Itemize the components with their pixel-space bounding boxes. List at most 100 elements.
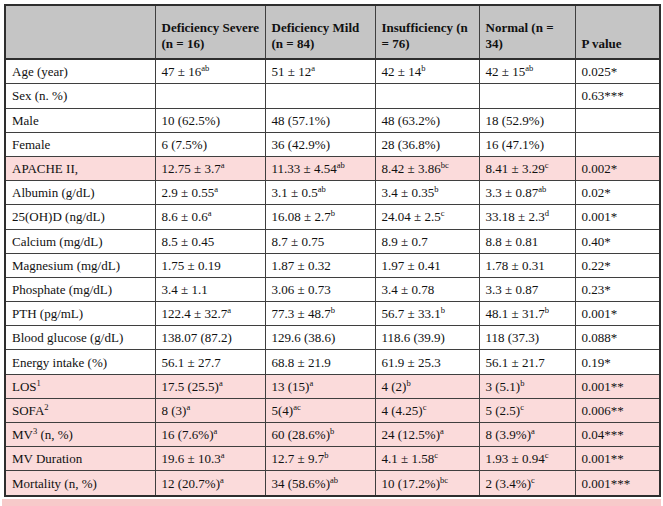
table-row: Male10 (62.5%)48 (57.1%)48 (63.2%)18 (52…	[5, 108, 660, 132]
value-cell: 8 (3)a	[155, 398, 265, 422]
significance-superscript: a	[227, 305, 231, 315]
value-cell: 0.19*	[575, 350, 660, 374]
value-cell: 0.04***	[575, 423, 660, 447]
value-cell: 0.001**	[575, 447, 660, 471]
value-cell: 34 (58.6%)ab	[265, 471, 375, 496]
value-cell: 8.6 ± 0.6a	[155, 205, 265, 229]
row-label: Mortality (n, %)	[5, 471, 155, 496]
significance-superscript: b	[324, 450, 328, 460]
table-row: Calcium (mg/dL)8.5 ± 0.458.7 ± 0.758.9 ±…	[5, 229, 660, 253]
header-row: Deficiency Severe (n = 16)Deficiency Mil…	[5, 5, 660, 59]
value-cell: 17.5 (25.5)a	[155, 374, 265, 398]
value-cell	[265, 84, 375, 108]
value-cell: 138.07 (87.2)	[155, 326, 265, 350]
table-row: LOS117.5 (25.5)a13 (15)a4 (2)b3 (5.1)b0.…	[5, 374, 660, 398]
value-cell: 8.7 ± 0.75	[265, 229, 375, 253]
value-cell: 0.002*	[575, 156, 660, 180]
table-row: Magnesium (mg/dL)1.75 ± 0.191.87 ± 0.321…	[5, 253, 660, 277]
value-cell: 8.42 ± 3.86bc	[375, 156, 479, 180]
value-cell: 61.9 ± 25.3	[375, 350, 479, 374]
significance-superscript: b	[331, 305, 335, 315]
significance-superscript: bc	[440, 474, 448, 484]
value-cell	[375, 84, 479, 108]
row-label: MV3 (n, %)	[5, 423, 155, 447]
significance-superscript: ab	[337, 160, 345, 170]
value-cell: 0.23*	[575, 277, 660, 301]
value-cell: 33.18 ± 2.3d	[479, 205, 575, 229]
value-cell: 3.4 ± 0.35b	[375, 181, 479, 205]
value-cell: 16 (47.1%)	[479, 132, 575, 156]
value-cell: 1.87 ± 0.32	[265, 253, 375, 277]
row-label: SOFA2	[5, 398, 155, 422]
row-label: Phosphate (mg/dL)	[5, 277, 155, 301]
value-cell: 13 (15)a	[265, 374, 375, 398]
significance-superscript: a	[311, 63, 315, 73]
significance-superscript: b	[330, 426, 334, 436]
row-label: Blood glucose (g/dL)	[5, 326, 155, 350]
row-label: Energy intake (%)	[5, 350, 155, 374]
value-cell: 2.9 ± 0.55a	[155, 181, 265, 205]
table-row: Blood glucose (g/dL)138.07 (87.2)129.6 (…	[5, 326, 660, 350]
row-label: Calcium (mg/dL)	[5, 229, 155, 253]
value-cell: 0.025*	[575, 59, 660, 84]
significance-superscript: ab	[201, 63, 209, 73]
significance-superscript: c	[520, 402, 524, 412]
table-row: Mortality (n, %)12 (20.7%)a34 (58.6%)ab1…	[5, 471, 660, 496]
value-cell: 12 (20.7%)a	[155, 471, 265, 496]
value-cell: 10 (62.5%)	[155, 108, 265, 132]
significance-superscript: a	[214, 426, 218, 436]
value-cell: 3.3 ± 0.87	[479, 277, 575, 301]
value-cell: 0.63***	[575, 84, 660, 108]
value-cell: 3.4 ± 1.1	[155, 277, 265, 301]
value-cell: 18 (52.9%)	[479, 108, 575, 132]
row-label: MV Duration	[5, 447, 155, 471]
column-header: Deficiency Severe (n = 16)	[155, 5, 265, 59]
value-cell: 118 (37.3)	[479, 326, 575, 350]
value-cell: 3.3 ± 0.87ab	[479, 181, 575, 205]
column-header: Deficiency Mild (n = 84)	[265, 5, 375, 59]
value-cell: 0.001*	[575, 302, 660, 326]
row-label: Sex (n. %)	[5, 84, 155, 108]
table-row: SOFA28 (3)a5(4)ac4 (4.25)c5 (2.5)c0.006*…	[5, 398, 660, 422]
significance-superscript: b	[331, 208, 335, 218]
value-cell: 16 (7.6%)a	[155, 423, 265, 447]
value-cell	[479, 84, 575, 108]
significance-superscript: a	[531, 426, 535, 436]
significance-superscript: a	[208, 208, 212, 218]
significance-superscript: a	[440, 426, 444, 436]
table-row: MV3 (n, %)16 (7.6%)a60 (28.6%)b24 (12.5%…	[5, 423, 660, 447]
value-cell: 51 ± 12a	[265, 59, 375, 84]
value-cell: 42 ± 15ab	[479, 59, 575, 84]
table-body: Age (year)47 ± 16ab51 ± 12a42 ± 14b42 ± …	[5, 59, 660, 496]
significance-superscript: a	[186, 402, 190, 412]
significance-superscript: b	[545, 305, 549, 315]
significance-superscript: a	[220, 474, 224, 484]
value-cell: 60 (28.6%)b	[265, 423, 375, 447]
row-label: Male	[5, 108, 155, 132]
significance-superscript: ab	[330, 474, 338, 484]
significance-superscript: b	[406, 377, 410, 387]
value-cell: 1.97 ± 0.41	[375, 253, 479, 277]
value-cell: 4 (2)b	[375, 374, 479, 398]
value-cell: 1.75 ± 0.19	[155, 253, 265, 277]
significance-superscript: a	[221, 450, 225, 460]
value-cell: 10 (17.2%)bc	[375, 471, 479, 496]
table-row: Energy intake (%)56.1 ± 27.768.8 ± 21.96…	[5, 350, 660, 374]
table-header: Deficiency Severe (n = 16)Deficiency Mil…	[5, 5, 660, 59]
significance-superscript: c	[434, 450, 438, 460]
value-cell	[155, 84, 265, 108]
value-cell: 1.78 ± 0.31	[479, 253, 575, 277]
significance-superscript: ab	[538, 184, 546, 194]
table-row: Age (year)47 ± 16ab51 ± 12a42 ± 14b42 ± …	[5, 59, 660, 84]
value-cell	[575, 108, 660, 132]
value-cell: 0.02*	[575, 181, 660, 205]
table-row: 25(OH)D (ng/dL)8.6 ± 0.6a16.08 ± 2.7b24.…	[5, 205, 660, 229]
value-cell: 28 (36.8%)	[375, 132, 479, 156]
significance-superscript: c	[441, 208, 445, 218]
value-cell: 6 (7.5%)	[155, 132, 265, 156]
value-cell: 48 (57.1%)	[265, 108, 375, 132]
significance-superscript: bc	[441, 160, 449, 170]
value-cell: 56.7 ± 33.1b	[375, 302, 479, 326]
value-cell: 24.04 ± 2.5c	[375, 205, 479, 229]
row-label: Age (year)	[5, 59, 155, 84]
